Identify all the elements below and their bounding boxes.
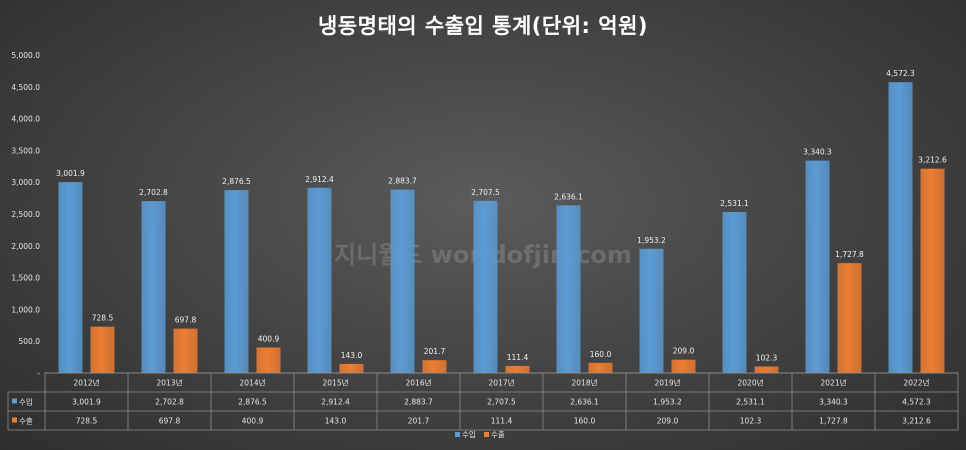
data-label: 1,953.2 [637, 236, 666, 245]
data-label: 143.0 [341, 351, 363, 360]
data-label: 160.0 [590, 350, 612, 359]
y-tick-label: 3,000.0 [11, 178, 40, 187]
data-label: 3,001.9 [56, 169, 85, 178]
table-cell: 111.4 [491, 417, 513, 426]
table-cell: 2,912.4 [321, 398, 350, 407]
y-tick-label: 5,000.0 [11, 51, 40, 60]
table-cell: 4,572.3 [902, 398, 931, 407]
bar-export [671, 359, 696, 373]
table-cell: 143.0 [325, 417, 347, 426]
bar-export [837, 263, 862, 373]
table-cell: 1,953.2 [653, 398, 682, 407]
bar-export [256, 347, 281, 373]
data-label: 209.0 [673, 347, 695, 356]
bar-export [920, 168, 945, 373]
bar-import [390, 189, 415, 373]
data-label: 1,727.8 [835, 250, 864, 259]
table-cell: 1,727.8 [819, 417, 848, 426]
y-tick-label: 3,500.0 [11, 146, 40, 155]
data-label: 2,883.7 [388, 177, 417, 186]
bar-export [754, 366, 779, 373]
bar-export [422, 360, 447, 373]
y-tick-label: 2,500.0 [11, 210, 40, 219]
data-label: 2,707.5 [471, 188, 500, 197]
y-tick-label: 2,000.0 [11, 242, 40, 251]
y-tick-label: 1,000.0 [11, 305, 40, 314]
bar-export [588, 362, 613, 373]
x-tick-label: 2015년 [323, 378, 349, 388]
bar-import [307, 187, 332, 373]
x-tick-label: 2019년 [655, 378, 681, 388]
data-label: 4,572.3 [886, 69, 915, 78]
y-tick-label: 500.0 [19, 337, 41, 346]
x-tick-label: 2014년 [240, 378, 266, 388]
x-tick-label: 2012년 [74, 378, 100, 388]
table-cell: 2,531.1 [736, 398, 765, 407]
y-tick-label: - [37, 369, 40, 378]
table-legend-key [12, 417, 17, 423]
bar-import [805, 160, 830, 373]
x-tick-label: 2016년 [406, 378, 432, 388]
table-cell: 2,876.5 [238, 398, 267, 407]
y-tick-label: 4,000.0 [11, 115, 40, 124]
bar-import [556, 205, 581, 373]
table-cell: 2,883.7 [404, 398, 433, 407]
bar-import [639, 248, 664, 373]
table-series-name: 수출 [19, 416, 33, 426]
table-cell: 2,707.5 [487, 398, 516, 407]
x-tick-label: 2021년 [821, 378, 847, 388]
x-tick-label: 2022년 [904, 378, 930, 388]
table-legend-key [12, 398, 17, 404]
bar-export [90, 326, 115, 373]
data-label: 3,340.3 [803, 148, 832, 157]
bar-import [141, 201, 166, 373]
data-label: 102.3 [756, 353, 778, 362]
table-cell: 201.7 [408, 417, 430, 426]
bar-import [888, 82, 913, 373]
x-tick-label: 2013년 [157, 378, 183, 388]
table-series-name: 수입 [19, 398, 33, 407]
bar-export [505, 365, 530, 373]
data-label: 400.9 [258, 335, 280, 344]
x-tick-label: 2018년 [572, 378, 598, 388]
table-cell: 697.8 [159, 417, 181, 426]
table-cell: 160.0 [574, 417, 596, 426]
data-label: 2,702.8 [139, 188, 168, 197]
table-cell: 2,636.1 [570, 398, 599, 407]
bar-export [339, 363, 364, 373]
data-label: 728.5 [92, 314, 114, 323]
data-label: 2,636.1 [554, 192, 583, 201]
data-label: 201.7 [424, 347, 446, 356]
legend-key [484, 432, 489, 437]
table-cell: 102.3 [740, 417, 762, 426]
x-tick-label: 2020년 [738, 378, 764, 388]
data-label: 2,912.4 [305, 175, 334, 184]
data-label: 111.4 [507, 353, 529, 362]
chart-title: 냉동명태의 수출입 통계(단위: 억원) [317, 14, 648, 38]
data-label: 2,531.1 [720, 199, 749, 208]
legend-key [455, 432, 460, 437]
legend-label: 수출 [491, 429, 505, 439]
table-cell: 3,001.9 [72, 398, 101, 407]
bar-export [173, 328, 198, 373]
table-cell: 2,702.8 [155, 398, 184, 407]
bar-import [722, 212, 747, 373]
table-cell: 400.9 [242, 417, 264, 426]
x-tick-label: 2017년 [489, 378, 515, 388]
table-cell: 209.0 [657, 417, 679, 426]
bar-import [58, 182, 83, 373]
y-tick-label: 1,500.0 [11, 274, 40, 283]
data-label: 3,212.6 [918, 156, 947, 165]
data-label: 2,876.5 [222, 177, 251, 186]
y-tick-label: 4,500.0 [11, 83, 40, 92]
legend-label: 수입 [462, 430, 476, 439]
bar-import [224, 190, 249, 373]
table-cell: 728.5 [76, 417, 98, 426]
table-cell: 3,212.6 [902, 417, 931, 426]
bar-import [473, 200, 498, 373]
table-cell: 3,340.3 [819, 398, 848, 407]
data-label: 697.8 [175, 316, 197, 325]
